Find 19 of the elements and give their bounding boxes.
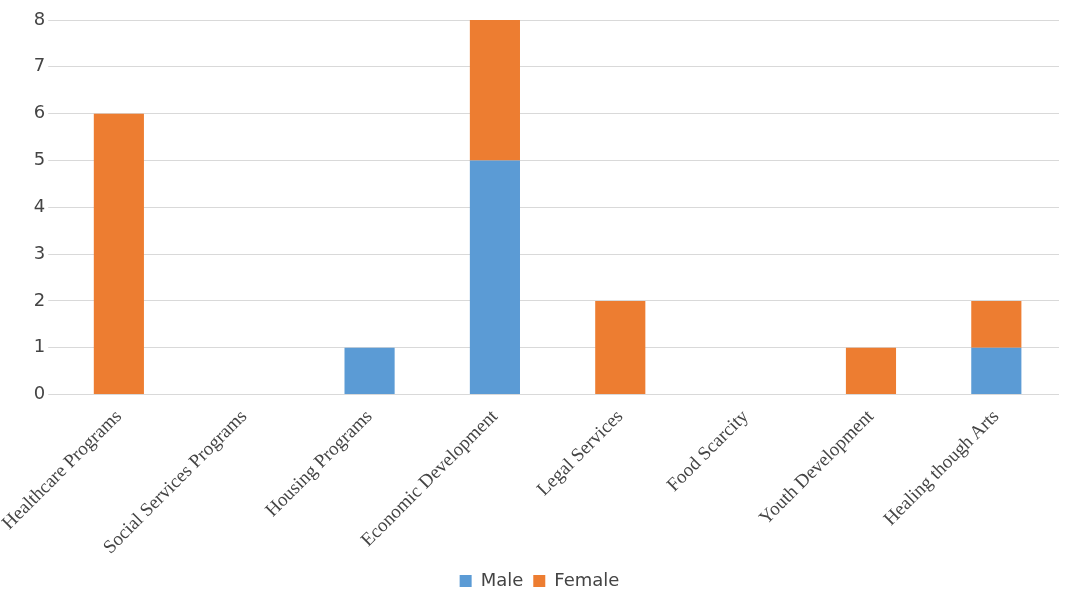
bar: [595, 300, 646, 395]
y-tick-label: 5: [33, 148, 46, 170]
bar: [344, 347, 395, 395]
y-tick-label: 2: [33, 288, 46, 310]
y-tick-label: 6: [33, 101, 46, 123]
y-tick-label: 7: [33, 54, 46, 76]
bar: [971, 300, 1022, 348]
y-tick-label: 1: [33, 335, 46, 357]
bar: [469, 20, 520, 161]
bar: [469, 160, 520, 395]
bar: [93, 113, 144, 395]
y-tick-label: 3: [33, 241, 46, 263]
y-tick-label: 4: [33, 194, 46, 216]
bar: [971, 347, 1022, 395]
legend-label: Female: [554, 568, 620, 590]
y-tick-label: 8: [33, 7, 46, 29]
legend-label: Male: [480, 568, 524, 590]
y-tick-label: 0: [33, 382, 46, 404]
bar: [845, 347, 897, 395]
